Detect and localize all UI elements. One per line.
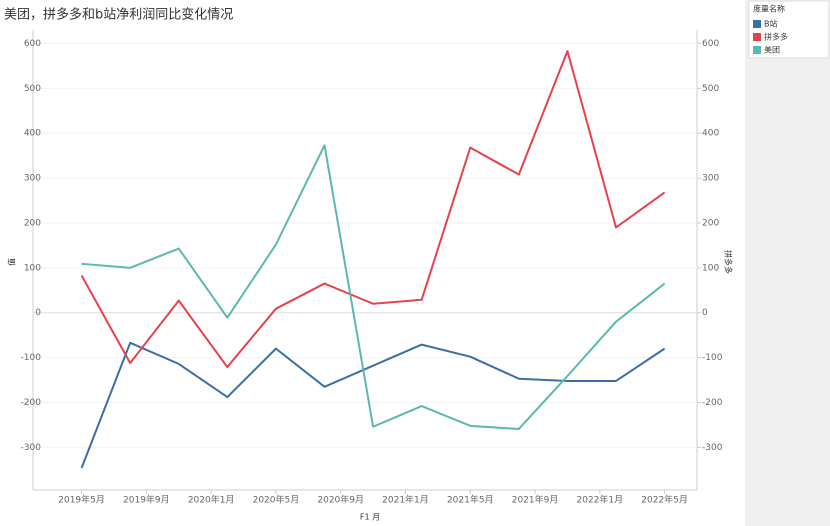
legend-box [748,0,830,59]
series-line [80,341,666,469]
y-tick-label: 300 [24,174,41,184]
x-tick-label: 2021年9月 [512,494,559,506]
y2-tick-label: 500 [702,84,719,94]
y2-tick-label: 0 [702,308,708,318]
x-tick-label: 2022年1月 [577,494,624,506]
legend-title: 度量名称 [753,4,785,14]
chart-title: 美团，拼多多和b站净利润同比变化情况 [4,7,233,23]
y2-axis-label: 拼多多 [724,250,734,274]
y2-tick-label: 300 [702,174,719,184]
y2-tick-label: 600 [702,39,719,49]
y-tick-label: -100 [21,353,42,363]
y-tick-label: -200 [21,398,42,408]
legend-swatch [753,46,761,54]
x-axis-label: F1 月 [360,513,380,522]
x-tick-label: 2020年5月 [253,494,300,506]
x-tick-label: 2020年9月 [317,494,364,506]
y2-tick-label: -200 [702,398,723,408]
x-tick-label: 2022年5月 [641,494,688,506]
y2-tick-label: -300 [702,443,723,453]
y-tick-label: 100 [24,263,41,273]
y-tick-label: 600 [24,39,41,49]
x-tick-label: 2019年9月 [123,494,170,506]
y-tick-label: -300 [21,443,42,453]
y2-tick-label: 100 [702,263,719,273]
legend-label: B站 [764,19,778,29]
x-tick-label: 2020年1月 [188,494,235,506]
legend-swatch [753,20,761,28]
y-tick-label: 500 [24,84,41,94]
legend-label: 美团 [764,45,780,55]
y-tick-label: 200 [24,218,41,228]
legend-swatch [753,33,761,41]
y2-tick-label: 200 [702,218,719,228]
y2-tick-label: -100 [702,353,723,363]
x-tick-label: 2019年5月 [58,494,105,506]
x-tick-label: 2021年1月 [382,494,429,506]
series-line [80,50,666,369]
y-tick-label: 0 [35,308,41,318]
series-line [81,144,666,430]
y-axis-label: 值 [7,258,17,266]
legend-label: 拼多多 [764,32,788,42]
x-tick-label: 2021年5月 [447,494,494,506]
y2-tick-label: 400 [702,129,719,139]
y-tick-label: 400 [24,129,41,139]
side-panel [745,0,830,526]
